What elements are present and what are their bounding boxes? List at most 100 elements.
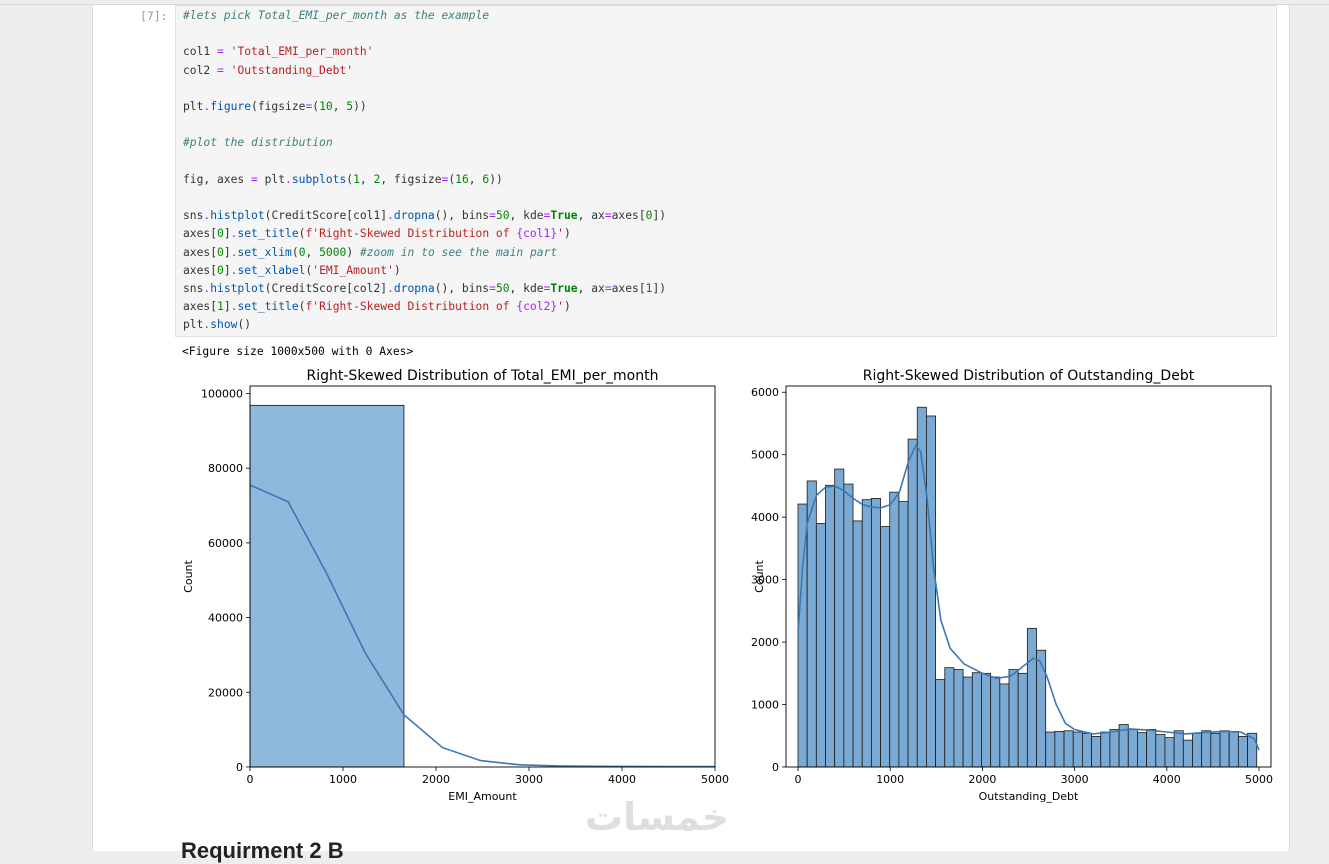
code-token: ) [563, 227, 571, 241]
code-token: 2 [373, 172, 381, 186]
chart-2-bar [1109, 729, 1120, 768]
code-token: ( [298, 227, 306, 241]
chart-1-xtick-label: 1000 [329, 773, 357, 786]
chart-2-bar [1146, 729, 1157, 768]
chart-2-bar [1008, 669, 1019, 768]
chart-2-bar [1173, 730, 1184, 768]
code-token: ] [223, 263, 231, 277]
code-token: , [468, 172, 483, 186]
code-token: )) [489, 172, 503, 186]
chart-2-xtick-label: 2000 [968, 773, 996, 786]
chart-2-ytick-label: 1000 [751, 699, 779, 712]
chart-1-xtick-label: 0 [247, 773, 254, 786]
code-token: )) [353, 100, 367, 113]
code-line: sns.histplot(CreditScore[col1].dropna(),… [183, 209, 666, 222]
code-token: True [550, 282, 578, 295]
code-token: set_title [237, 227, 299, 241]
code-token: = [604, 282, 612, 295]
code-token: = [305, 100, 313, 113]
chart-2-kde-line [797, 443, 1260, 751]
code-token: 'Total_EMI_per_month' [230, 45, 374, 59]
chart-2-bar [944, 667, 955, 768]
chart-2-bar [1026, 627, 1037, 768]
chart-1-ylabel: Count [182, 559, 195, 592]
code-token: (CreditScore[col1] [264, 209, 388, 223]
code-token: subplots [291, 172, 347, 186]
code-token: 10 [319, 100, 333, 113]
code-token: 5000 [319, 245, 347, 259]
code-token: . [387, 209, 394, 223]
chart-2-bar [834, 468, 845, 768]
code-token: axes[ [611, 209, 646, 223]
chart-2-bar [1100, 731, 1111, 768]
code-token: 16 [455, 172, 469, 186]
chart-2-bar [1054, 730, 1065, 768]
code-cell-editor[interactable]: #lets pick Total_EMI_per_month as the ex… [175, 5, 1277, 337]
code-token: = [441, 172, 449, 186]
code-token: ) [563, 300, 571, 314]
code-token: ] [223, 245, 231, 259]
code-token: 0 [217, 245, 224, 259]
code-token: 'EMI_Amount' [312, 263, 394, 277]
chart-2-bar [1237, 735, 1248, 768]
code-line: axes[0].set_xlabel('EMI_Amount') [183, 264, 401, 277]
chart-1-title: Right-Skewed Distribution of Total_EMI_p… [307, 368, 659, 384]
code-token: plt [183, 100, 204, 113]
chart-2-bar [1072, 731, 1083, 768]
code-token: . [285, 172, 292, 186]
code-token: 50 [495, 209, 510, 223]
code-token: , [305, 245, 320, 259]
code-token: (), bins [434, 282, 490, 295]
code-token: plt [183, 318, 204, 332]
chart-1-ytick-label: 80000 [208, 462, 243, 475]
chart-2-bar [1192, 732, 1203, 768]
chart-2-bar [1219, 730, 1230, 768]
code-line: plt.figure(figsize=(10, 5)) [183, 100, 367, 113]
code-token: 0 [217, 227, 224, 241]
code-token: ' [557, 300, 564, 314]
chart-2-bar [907, 438, 918, 768]
chart-2-ytick-label: 2000 [751, 636, 779, 649]
code-token: 1 [353, 172, 360, 186]
chart-2-bar [1081, 732, 1092, 768]
code-token: . [203, 318, 211, 332]
chart-2-bar [1164, 737, 1175, 768]
code-token: , ax [577, 282, 605, 295]
chart-1-axes-frame [249, 385, 716, 768]
code-token: = [217, 63, 224, 77]
code-token: ] [223, 227, 231, 241]
chart-2-bar [815, 523, 826, 768]
chart-2-bar [861, 499, 872, 768]
chart-2-bar [852, 520, 863, 768]
chart-2-bar [880, 526, 891, 768]
chart-1-ytick-label: 40000 [208, 612, 243, 625]
code-token: . [230, 300, 238, 314]
code-token: ( [448, 172, 456, 186]
chart-2-bar [870, 498, 881, 768]
chart-2-bar [999, 683, 1010, 768]
code-token: f'Right-Skewed Distribution of [305, 300, 517, 314]
code-token: axes[ [183, 300, 218, 314]
chart-2-bar [825, 484, 836, 768]
chart-1-kde-line [249, 484, 715, 768]
chart-2-bar [1091, 735, 1102, 768]
code-token: set_xlabel [237, 263, 306, 277]
code-token: {col1} [516, 227, 558, 241]
code-token: 0 [645, 209, 653, 223]
code-line: col2 = 'Outstanding_Debt' [183, 64, 353, 77]
code-token: dropna [393, 282, 435, 295]
code-token: . [230, 263, 238, 277]
code-token: = [543, 209, 551, 223]
chart-2-bar [1210, 732, 1221, 768]
chart-1-xlabel: EMI_Amount [448, 790, 517, 803]
code-token: ( [346, 172, 354, 186]
code-token: ) [346, 245, 360, 259]
code-token: fig, axes [183, 172, 252, 186]
code-token: axes[ [183, 263, 218, 277]
chart-2-bar [1182, 739, 1193, 768]
code-token: 5 [346, 100, 354, 113]
code-token: , [359, 172, 374, 186]
code-token: (CreditScore[col2] [264, 282, 388, 295]
code-token: True [550, 209, 578, 223]
